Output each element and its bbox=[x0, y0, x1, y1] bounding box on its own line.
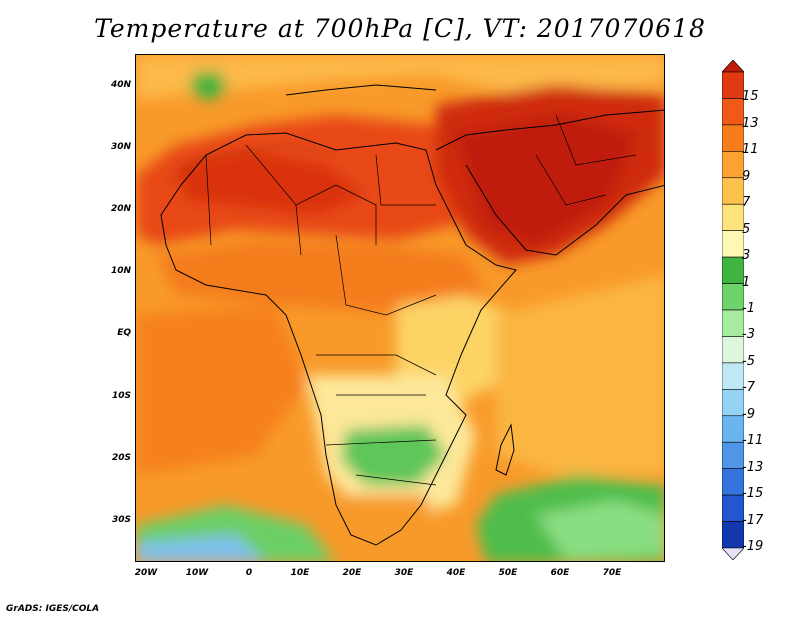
colorbar-label: 3 bbox=[742, 248, 751, 264]
colorbar-label: -15 bbox=[742, 486, 764, 502]
colorbar-segment bbox=[722, 362, 744, 390]
colorbar-label: 7 bbox=[742, 195, 751, 211]
colorbar-segment bbox=[722, 389, 744, 417]
colorbar-segment bbox=[722, 124, 744, 152]
colorbar-label: -17 bbox=[742, 512, 764, 528]
temperature-map bbox=[135, 54, 665, 562]
colorbar bbox=[722, 60, 744, 560]
colorbar-segment bbox=[722, 283, 744, 311]
lat-label: 30N bbox=[110, 142, 131, 152]
lon-label: 20E bbox=[342, 568, 362, 578]
lat-label: 40N bbox=[110, 80, 131, 90]
colorbar-label: -7 bbox=[742, 380, 755, 396]
lon-label: 10E bbox=[290, 568, 310, 578]
colorbar-segment bbox=[722, 494, 744, 522]
colorbar-segment bbox=[722, 203, 744, 231]
lon-label: 60E bbox=[550, 568, 570, 578]
terrain-shadow bbox=[165, 144, 337, 186]
colorbar-segment bbox=[722, 521, 744, 549]
colorbar-label: -5 bbox=[742, 353, 755, 369]
colorbar-segment bbox=[722, 256, 744, 284]
colorbar-label: -9 bbox=[742, 406, 755, 422]
coastlines bbox=[160, 84, 664, 546]
colorbar-segment bbox=[722, 336, 744, 364]
lon-label: 30E bbox=[394, 568, 414, 578]
footer-credit: GrADS: IGES/COLA bbox=[6, 604, 100, 614]
lon-label: 50E bbox=[498, 568, 518, 578]
country-borders bbox=[205, 114, 637, 486]
lat-label: 30S bbox=[111, 515, 131, 525]
colorbar-segment bbox=[722, 230, 744, 258]
colorbar-segment bbox=[722, 151, 744, 179]
colorbar-segment bbox=[722, 177, 744, 205]
temperature-shading bbox=[136, 55, 664, 561]
lon-label: 20W bbox=[134, 568, 158, 578]
colorbar-segment bbox=[722, 415, 744, 443]
colorbar-label: -11 bbox=[742, 433, 764, 449]
colorbar-label: 15 bbox=[742, 89, 759, 105]
lon-label: 40E bbox=[446, 568, 466, 578]
lon-label: 70E bbox=[602, 568, 622, 578]
lat-label: 20S bbox=[111, 453, 131, 463]
colorbar-segment bbox=[722, 71, 744, 99]
temperature-field bbox=[136, 55, 664, 561]
colorbar-label: -1 bbox=[742, 301, 755, 316]
colorbar-segments bbox=[722, 60, 744, 560]
lat-label: EQ bbox=[117, 328, 131, 338]
colorbar-segment bbox=[722, 441, 744, 469]
colorbar-label: 1 bbox=[742, 274, 751, 290]
colorbar-segment bbox=[722, 309, 744, 337]
map-title: Temperature at 700hPa [C], VT: 201707061… bbox=[94, 14, 706, 43]
colorbar-top-triangle bbox=[722, 60, 744, 73]
colorbar-bottom-triangle bbox=[722, 547, 744, 560]
colorbar-label: 13 bbox=[742, 115, 759, 131]
lat-label: 20N bbox=[110, 204, 131, 214]
colorbar-segment bbox=[722, 468, 744, 496]
colorbar-label: -3 bbox=[742, 327, 755, 343]
colorbar-segment bbox=[722, 98, 744, 126]
colorbar-label: -13 bbox=[742, 459, 764, 475]
lat-label: 10S bbox=[111, 391, 131, 401]
lat-label: 10N bbox=[110, 266, 131, 276]
lon-label: 0 bbox=[245, 568, 253, 578]
colorbar-label: -19 bbox=[742, 539, 764, 554]
colorbar-label: 9 bbox=[742, 168, 751, 184]
colorbar-label: 5 bbox=[742, 221, 751, 237]
colorbar-label: 11 bbox=[742, 142, 759, 158]
lon-label: 10W bbox=[185, 568, 209, 578]
